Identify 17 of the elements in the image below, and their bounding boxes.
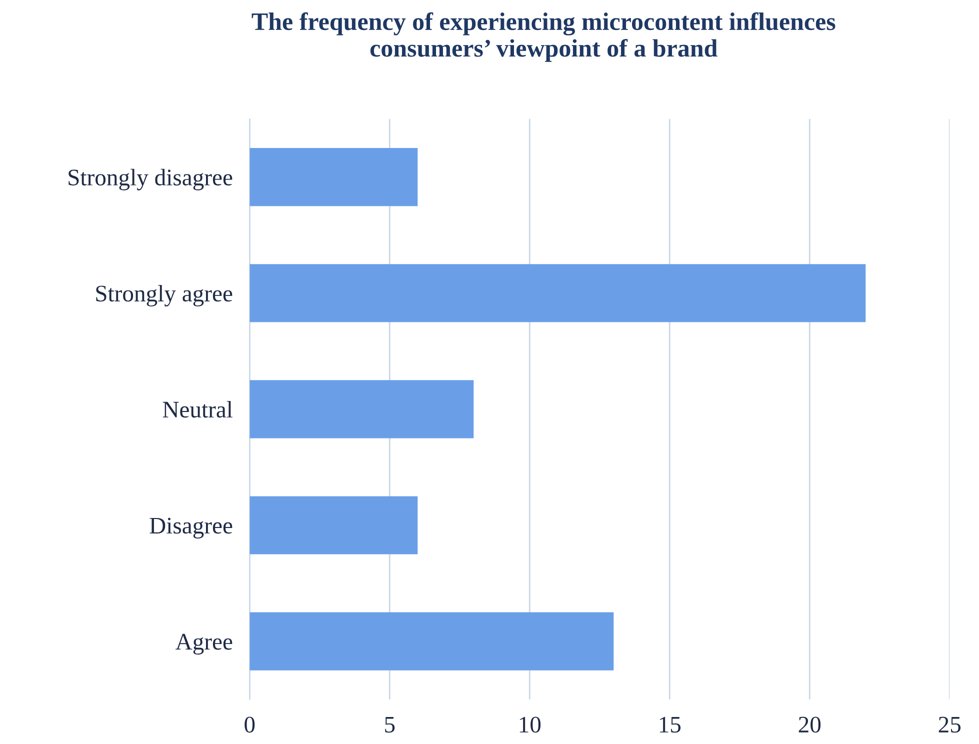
x-tick-label: 20 [798,716,821,733]
y-tick-label: Agree [176,634,232,655]
x-tick-label: 5 [385,716,395,733]
y-tick-label: Strongly agree [96,284,232,306]
bar [250,380,474,438]
bar [250,148,418,206]
bar [250,612,614,670]
y-tick-label: Neutral [162,401,233,418]
x-tick-label: 10 [520,716,541,733]
bar [250,496,418,554]
bar [250,264,866,322]
y-tick-label: Strongly disagree [68,168,232,190]
y-tick-label: Disagree [150,518,232,539]
x-tick-label: 0 [244,716,255,733]
chart-title: The frequency of experiencing microcontent influences consumers’ viewpoint of a brand [252,12,836,62]
x-tick-label: 25 [938,716,961,733]
x-tick-label: 15 [660,716,681,733]
